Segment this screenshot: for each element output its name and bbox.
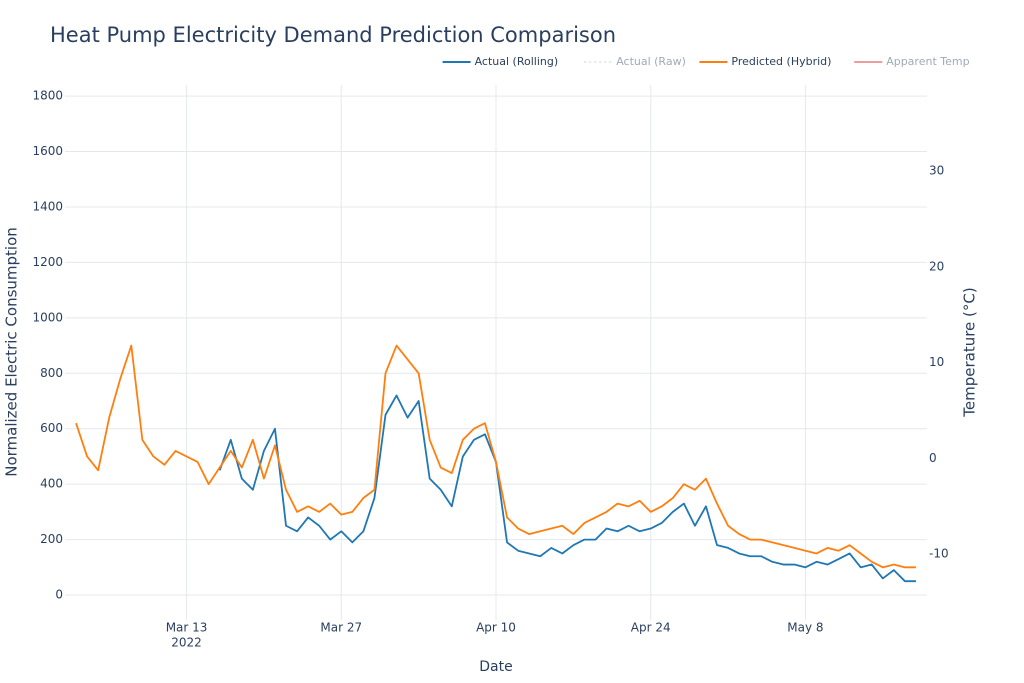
y-tick-label: 1800 xyxy=(32,89,63,103)
x-tick-label: Mar 27 xyxy=(320,621,362,635)
x-tick-label: Mar 13 xyxy=(166,621,208,635)
x-tick-label: Apr 10 xyxy=(476,621,516,635)
y2-axis-title: Temperature (°C) xyxy=(961,287,979,417)
x-axis-title: Date xyxy=(479,659,512,675)
y2-tick-label: 20 xyxy=(929,259,944,273)
y-tick-label: 1200 xyxy=(32,255,63,269)
y-tick-label: 1600 xyxy=(32,144,63,158)
x-tick-label: Apr 24 xyxy=(631,621,671,635)
legend-label: Predicted (Hybrid) xyxy=(731,55,831,68)
y2-tick-label: 0 xyxy=(929,451,937,465)
y-tick-label: 1000 xyxy=(32,310,63,324)
y-tick-label: 400 xyxy=(40,477,63,491)
legend-item[interactable]: Apparent Temp xyxy=(854,55,970,68)
y-tick-label: 600 xyxy=(40,421,63,435)
data-line xyxy=(75,344,916,569)
legend-label: Actual (Rolling) xyxy=(475,55,559,68)
x-year-label: 2022 xyxy=(171,636,202,650)
y-tick-label: 0 xyxy=(55,588,63,602)
legend-item[interactable]: Actual (Raw) xyxy=(584,55,686,68)
y-tick-label: 200 xyxy=(40,532,63,546)
legend-label: Actual (Raw) xyxy=(616,55,686,68)
legend-item[interactable]: Predicted (Hybrid) xyxy=(699,55,831,68)
y-tick-label: 1400 xyxy=(32,199,63,213)
x-tick-label: May 8 xyxy=(787,621,823,635)
y2-tick-label: 10 xyxy=(929,355,944,369)
legend-label: Apparent Temp xyxy=(886,55,969,68)
legend-item[interactable]: Actual (Rolling) xyxy=(442,55,559,68)
y2-tick-label: 30 xyxy=(929,164,944,178)
data-line xyxy=(218,394,916,583)
y2-tick-label: -10 xyxy=(929,546,949,560)
y-tick-label: 800 xyxy=(40,366,63,380)
y-axis-title: Normalized Electric Consumption xyxy=(3,227,21,477)
chart-title: Heat Pump Electricity Demand Prediction … xyxy=(50,23,616,47)
